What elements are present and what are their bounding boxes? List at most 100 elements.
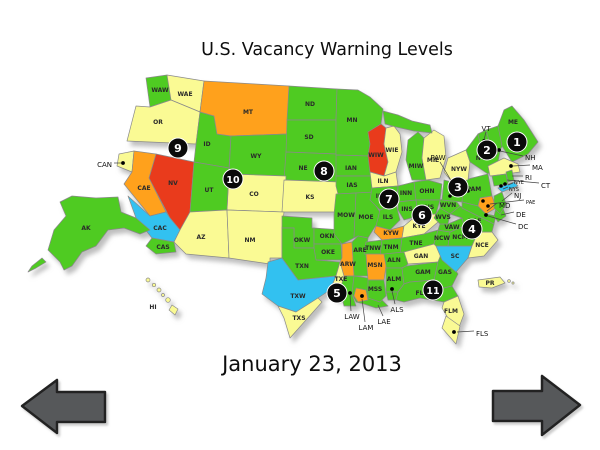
region-ALN[interactable] — [383, 251, 409, 269]
callout-label-VT: VT — [481, 125, 491, 133]
region-CAS[interactable] — [145, 237, 177, 255]
marker-number: 9 — [174, 142, 182, 155]
callout-label-FLS: FLS — [476, 330, 489, 338]
region-OHN[interactable] — [413, 179, 443, 201]
callout-label-RI: RI — [525, 174, 532, 182]
region-UT[interactable] — [189, 161, 230, 213]
callout-label-LAE: LAE — [377, 318, 390, 326]
callout-label-MD: MD — [499, 202, 510, 210]
callout-line-LAM — [361, 298, 366, 323]
region-MSS[interactable] — [367, 279, 387, 303]
callout-line-FLS — [456, 330, 475, 333]
marker-number: 11 — [426, 286, 439, 297]
region-ILN[interactable] — [369, 171, 399, 189]
marker-4[interactable]: 4 — [461, 218, 483, 240]
warning-markers: 1 2 3 4 5 6 7 8 9 10 11 — [167, 131, 528, 304]
callout-label-CAN: CAN — [97, 161, 112, 169]
region-RI[interactable] — [505, 169, 515, 183]
region-part-HI[interactable] — [165, 297, 171, 303]
marker-number: 2 — [483, 144, 491, 157]
callout-label-NH: NH — [525, 154, 536, 162]
callout-label-MA: MA — [532, 164, 543, 172]
marker-2[interactable]: 2 — [476, 139, 498, 161]
callout-line-NYS — [502, 186, 509, 190]
marker-circle[interactable] — [461, 218, 483, 240]
region-ARE[interactable] — [351, 235, 369, 277]
region-part-HI[interactable] — [156, 287, 162, 293]
marker-circle[interactable] — [476, 139, 498, 161]
region-MOW[interactable] — [333, 192, 357, 245]
region-PR[interactable] — [477, 276, 506, 289]
prev-button[interactable] — [20, 378, 107, 435]
region-WVS[interactable] — [433, 207, 451, 225]
callout-dot-DC — [484, 213, 488, 217]
callout-label-DC: DC — [518, 223, 528, 231]
marker-7[interactable]: 7 — [378, 188, 400, 210]
region-MD[interactable] — [461, 201, 497, 225]
region-INN[interactable] — [397, 181, 417, 203]
region-CAN[interactable] — [116, 150, 135, 173]
city-dot — [503, 182, 507, 186]
marker-circle[interactable] — [378, 188, 400, 210]
region-TXS[interactable] — [277, 297, 323, 339]
callout-line-PAE — [489, 199, 525, 205]
marker-circle[interactable] — [222, 168, 244, 190]
marker-circle[interactable] — [313, 160, 335, 182]
region-part-HI[interactable] — [145, 277, 151, 283]
marker-number: 5 — [333, 287, 341, 300]
region-part-PR[interactable] — [507, 279, 511, 283]
marker-number: 7 — [385, 193, 393, 206]
marker-3[interactable]: 3 — [447, 176, 469, 198]
callout-line-MA — [512, 164, 531, 167]
city-dot — [486, 204, 490, 208]
region-MIE[interactable] — [421, 129, 447, 181]
marker-1[interactable]: 1 — [506, 131, 528, 153]
marker-6[interactable]: 6 — [411, 204, 433, 226]
region-TNW[interactable] — [363, 239, 383, 257]
callout-line-ALS — [391, 290, 396, 305]
callout-line-VT — [483, 131, 487, 141]
marker-circle[interactable] — [422, 279, 444, 301]
marker-8[interactable]: 8 — [313, 160, 335, 182]
marker-circle[interactable] — [326, 282, 348, 304]
marker-5[interactable]: 5 — [326, 282, 348, 304]
marker-circle[interactable] — [506, 131, 528, 153]
marker-10[interactable]: 10 — [222, 168, 244, 190]
region-part-MIW[interactable] — [382, 110, 433, 134]
marker-number: 3 — [454, 181, 462, 194]
marker-9[interactable]: 9 — [167, 137, 189, 159]
region-part-HI[interactable] — [151, 282, 157, 288]
region-MSN[interactable] — [365, 253, 387, 281]
callout-dot-MA — [509, 164, 513, 168]
callout-line-DC — [487, 215, 517, 225]
region-WIE[interactable] — [383, 125, 403, 177]
region-OKE[interactable] — [313, 243, 343, 261]
callout-line-NH — [499, 150, 524, 157]
marker-number: 1 — [513, 136, 521, 149]
date-label: January 23, 2013 — [220, 352, 402, 376]
callout-dot-ALS — [390, 287, 394, 291]
region-label-HI: HI — [149, 304, 156, 311]
region-part-AK[interactable] — [27, 257, 47, 273]
callout-line-CT — [506, 179, 540, 184]
region-SD[interactable] — [285, 119, 337, 155]
marker-circle[interactable] — [411, 204, 433, 226]
region-HI[interactable] — [168, 304, 179, 316]
callout-dot-FLS — [452, 330, 456, 334]
region-part-HI[interactable] — [161, 293, 165, 297]
region-FLS[interactable] — [441, 315, 461, 345]
region-AK[interactable] — [47, 195, 151, 271]
marker-11[interactable]: 11 — [422, 279, 444, 301]
marker-circle[interactable] — [167, 137, 189, 159]
callout-label-NYS: NYS — [509, 187, 519, 193]
marker-circle[interactable] — [447, 176, 469, 198]
region-KS[interactable] — [281, 179, 341, 213]
region-part-PR[interactable] — [511, 281, 515, 285]
callout-dot-NH — [497, 148, 501, 152]
callout-label-NJ: NJ — [514, 192, 521, 200]
region-NM[interactable] — [226, 209, 285, 265]
next-button[interactable] — [491, 374, 582, 437]
region-ND[interactable] — [286, 85, 338, 121]
